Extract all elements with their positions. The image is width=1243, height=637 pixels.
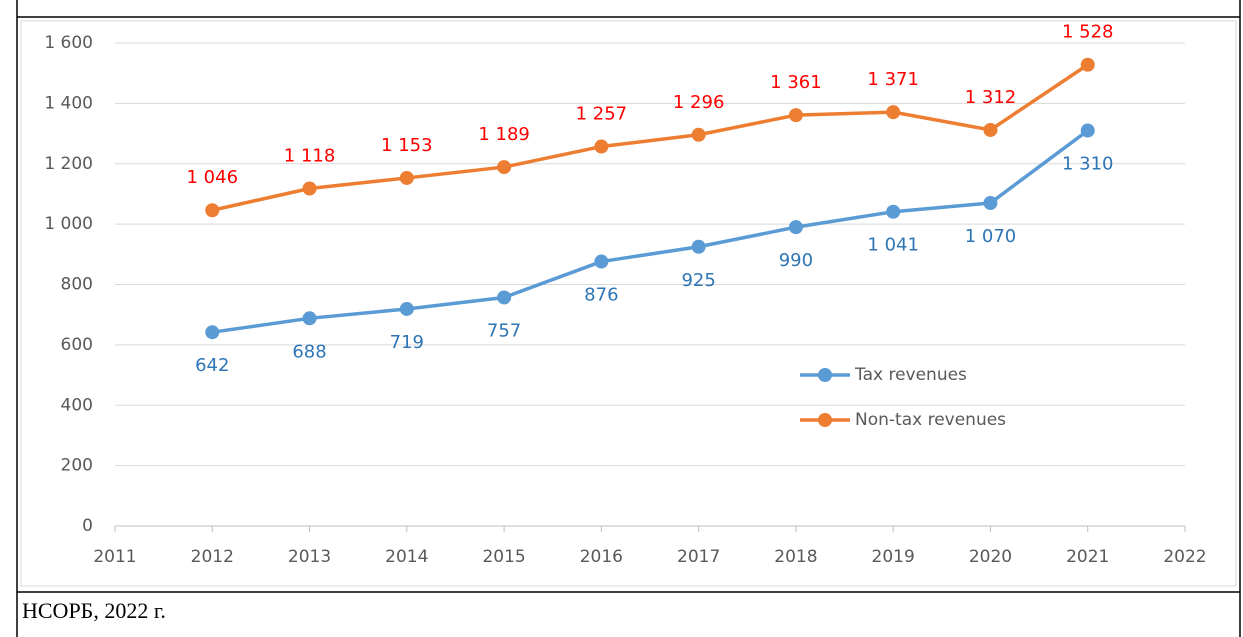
y-tick-label: 1 200 [44,154,93,174]
data-point [497,290,512,305]
data-point [1080,57,1095,72]
data-point [302,181,317,196]
y-tick-label: 1 400 [44,93,93,113]
x-tick-label: 2014 [385,547,428,567]
x-tick-label: 2011 [93,547,136,567]
y-tick-label: 400 [61,395,93,415]
data-label: 688 [292,341,326,362]
data-label: 1 361 [770,72,822,93]
data-point [205,203,220,218]
data-label: 876 [584,285,618,306]
data-point [691,239,706,254]
data-point [886,204,901,219]
data-label: 1 041 [867,235,919,256]
x-tick-label: 2016 [580,547,623,567]
data-point [983,195,998,210]
x-tick-label: 2012 [191,547,234,567]
data-label: 925 [681,270,715,291]
data-point [691,127,706,142]
data-label: 1 310 [1062,154,1114,175]
data-label: 642 [195,355,229,376]
source-note: НСОРБ, 2022 г. [22,598,166,623]
data-label: 1 371 [867,69,919,90]
x-tick-label: 2018 [774,547,817,567]
series-line [212,129,1089,334]
x-tick-label: 2020 [969,547,1012,567]
x-tick-label: 2019 [872,547,915,567]
data-point [302,311,317,326]
data-label: 1 257 [576,104,628,125]
data-point [788,108,803,123]
data-label: 990 [779,250,813,271]
data-point [983,122,998,137]
data-label: 1 070 [965,226,1017,247]
data-label: 719 [390,332,424,353]
data-point [497,160,512,175]
data-point [594,139,609,154]
legend-label: Tax revenues [854,365,967,385]
legend-label: Non-tax revenues [855,410,1006,430]
data-point [205,325,220,340]
x-tick-label: 2015 [482,547,525,567]
chart-frame [20,20,1237,587]
y-tick-label: 800 [61,275,93,295]
data-label: 1 312 [965,87,1017,108]
data-point [1080,123,1095,138]
x-tick-label: 2013 [288,547,331,567]
data-point [594,254,609,269]
data-point [788,220,803,235]
data-label: 1 118 [284,146,336,167]
x-tick-label: 2017 [677,547,720,567]
y-tick-label: 600 [61,335,93,355]
data-label: 1 046 [187,167,239,188]
legend-marker [818,368,832,382]
data-point [399,301,414,316]
data-label: 1 296 [673,92,725,113]
y-tick-label: 0 [82,516,93,536]
y-tick-label: 200 [61,456,93,476]
legend-marker [818,413,832,427]
x-tick-label: 2022 [1163,547,1206,567]
data-point [399,170,414,185]
series-line [211,63,1089,212]
data-label: 1 189 [478,124,530,145]
data-label: 1 528 [1062,22,1114,43]
data-label: 1 153 [381,135,433,156]
x-tick-label: 2021 [1066,547,1109,567]
y-tick-label: 1 000 [44,214,93,234]
data-label: 757 [487,320,521,341]
data-point [886,105,901,120]
y-tick-label: 1 600 [44,33,93,53]
